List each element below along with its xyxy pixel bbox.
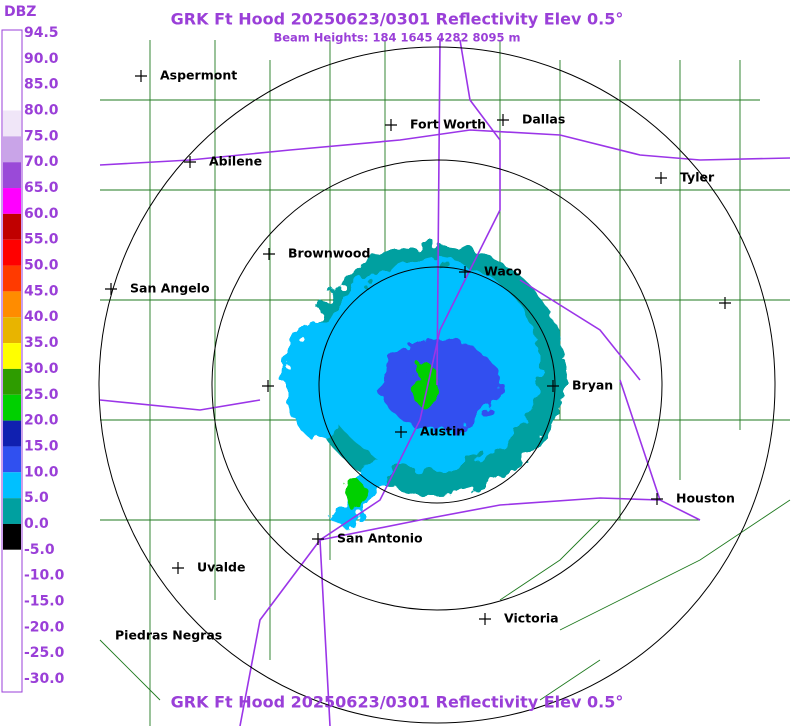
legend-label: 94.5 [24, 25, 59, 41]
legend-label: 10.0 [24, 464, 59, 480]
legend-label: 0.0 [24, 516, 49, 532]
legend-swatch [3, 394, 21, 421]
legend-swatch [3, 317, 21, 344]
city-marker [263, 248, 275, 260]
legend-label: 60.0 [24, 206, 59, 222]
legend-swatch [3, 84, 21, 111]
legend-label: 65.0 [24, 180, 59, 196]
legend-label: 80.0 [24, 103, 59, 119]
legend-label: 15.0 [24, 438, 59, 454]
legend-swatch [3, 265, 21, 292]
legend-unit: DBZ [4, 4, 36, 20]
city-marker [479, 613, 491, 625]
legend-label: -15.0 [24, 593, 65, 609]
legend-swatch [3, 523, 21, 550]
city-marker [385, 119, 397, 131]
range-rings [98, 46, 776, 724]
legend-label: 20.0 [24, 413, 59, 429]
city-marker [105, 283, 117, 295]
legend-label: 90.0 [24, 51, 59, 67]
legend-swatch [3, 188, 21, 214]
city-marker [312, 533, 324, 545]
subtitle: Beam Heights: 184 1645 4282 8095 m [273, 31, 520, 45]
city-label: Dallas [522, 112, 565, 127]
legend-swatch [3, 162, 21, 189]
legend-label: 85.0 [24, 77, 59, 93]
legend-swatch [3, 420, 21, 447]
legend-swatch [3, 549, 21, 576]
legend-swatch [3, 239, 21, 266]
city-label: Aspermont [160, 68, 237, 83]
legend-label: -20.0 [24, 619, 65, 635]
legend-label: -10.0 [24, 568, 65, 584]
city-label: San Angelo [130, 281, 210, 296]
legend-label: 40.0 [24, 309, 59, 325]
legend-swatch [3, 58, 21, 85]
legend-swatch [3, 653, 21, 679]
city-marker [172, 562, 184, 574]
legend-swatch [3, 291, 21, 318]
legend-swatch [3, 575, 21, 602]
legend-swatch [3, 627, 21, 654]
legend-label: 55.0 [24, 232, 59, 248]
legend-label: -30.0 [24, 671, 65, 687]
cities: Aspermont Fort Worth Dallas Abilene Tyler Bro… [105, 68, 735, 643]
city-label: Tyler [680, 170, 715, 185]
city-marker [547, 380, 559, 392]
legend-label: 35.0 [24, 335, 59, 351]
city-label: Austin [420, 424, 465, 439]
city-marker [135, 70, 147, 82]
highways [99, 39, 791, 726]
legend-swatch [3, 343, 21, 369]
city-label: Brownwood [288, 246, 370, 261]
legend-swatch [3, 446, 21, 473]
legend-label: 75.0 [24, 128, 59, 144]
legend: 94.5 90.0 85.0 80.0 75.0 70.0 65.0 60.0 55.0 50.0… [3, 25, 65, 687]
legend-swatch [3, 472, 21, 499]
city-label: Victoria [504, 611, 559, 626]
city-label: Houston [676, 491, 735, 506]
legend-label: 45.0 [24, 283, 59, 299]
title: GRK Ft Hood 20250623/0301 Reflectivity E… [171, 10, 624, 29]
legend-label: -25.0 [24, 645, 65, 661]
city-marker [497, 114, 509, 126]
legend-label: 50.0 [24, 258, 59, 274]
footer-title: GRK Ft Hood 20250623/0301 Reflectivity E… [171, 693, 624, 712]
city-marker [719, 297, 731, 309]
legend-label: -5.0 [24, 542, 55, 558]
legend-swatch [3, 33, 21, 59]
city-marker [262, 380, 274, 392]
city-marker [459, 266, 471, 278]
legend-swatch [3, 601, 21, 628]
city-label: Uvalde [197, 560, 245, 575]
legend-label: 30.0 [24, 361, 59, 377]
city-marker [184, 156, 196, 168]
legend-label: 25.0 [24, 387, 59, 403]
legend-label: 70.0 [24, 154, 59, 170]
city-marker [395, 426, 407, 438]
legend-swatch [3, 136, 21, 163]
city-marker [651, 493, 663, 505]
city-label: Abilene [209, 154, 262, 169]
legend-label: 5.0 [24, 490, 49, 506]
city-label: San Antonio [337, 531, 423, 546]
city-label: Fort Worth [410, 117, 486, 132]
legend-swatch [3, 498, 21, 524]
legend-swatch [3, 110, 21, 137]
city-marker [655, 172, 667, 184]
legend-swatch [3, 213, 21, 240]
city-label: Waco [484, 264, 522, 279]
legend-swatch [3, 368, 21, 395]
radar-echo [285, 245, 565, 530]
city-label: Piedras Negras [115, 628, 222, 643]
city-label: Bryan [572, 378, 613, 393]
